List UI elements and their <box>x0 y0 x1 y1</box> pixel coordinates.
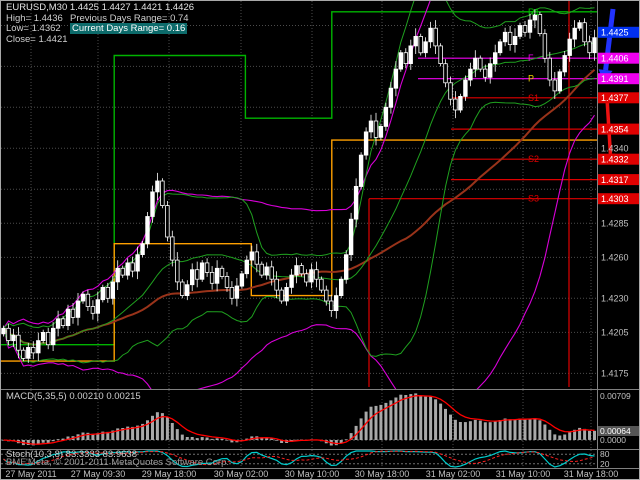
time-axis-label: 30 May 02:00 <box>213 469 269 479</box>
pivot-label-F: F <box>528 53 534 63</box>
prev-days-range-value: Previous Days Range= 0.74 <box>70 12 189 24</box>
support-resistance-lines <box>368 1 597 387</box>
envelope-bands-magenta <box>2 1 595 389</box>
macd-grid <box>30 390 592 449</box>
day-high-value: High= 1.4436 <box>6 12 63 24</box>
time-axis-label: 31 May 10:00 <box>495 469 551 479</box>
close-line: Close= 1.4421 <box>6 33 68 45</box>
price-scale-label: 1.4260 <box>601 253 629 263</box>
candlestick-series <box>1 9 597 363</box>
symbol-ohlc-line: EURUSD,M30 1.4425 1.4427 1.4421 1.4426 <box>6 2 195 13</box>
price-scale-label: 1.4406 <box>601 53 629 63</box>
macd-signal-line <box>3 395 595 445</box>
moving-average-brown <box>2 69 596 346</box>
time-axis[interactable]: 27 May 2011 27 May 09:30 29 May 18:00 30 Ma… <box>1 469 639 479</box>
stoch-scale-label: 20 <box>600 459 610 469</box>
macd-histogram <box>2 393 596 446</box>
pivot-label-S3: S3 <box>528 194 539 204</box>
price-scale-label: 1.4354 <box>601 124 629 134</box>
price-scale-label: 1.4340 <box>601 144 629 154</box>
pivot-level-labels: R1 F P S1 S2 S3 <box>528 7 540 204</box>
price-scale[interactable]: 1.44251.44061.43911.43771.43541.43401.43… <box>597 1 640 389</box>
price-scale-label: 1.4175 <box>601 369 629 379</box>
price-scale-label: 1.4332 <box>601 154 629 164</box>
price-scale-label: 1.4377 <box>601 93 629 103</box>
blue-down-arrow-annotation[interactable] <box>598 8 616 83</box>
stoch-d-line <box>3 450 595 466</box>
main-price-chart[interactable]: R1 F P S1 S2 S3 1.4425 1.4406 1.4391 1.4377 1.4354… <box>1 1 640 389</box>
platform-watermark: BMF'Meta, © 2001-2011 MetaQuotes Softwar… <box>6 457 230 468</box>
time-axis-label: 30 May 18:00 <box>354 469 410 479</box>
current-days-range-badge: Current Days Range= 0.16 <box>70 23 188 34</box>
time-axis-label: 29 May 18:00 <box>141 469 197 479</box>
time-axis-label: 31 May 02:00 <box>425 469 481 479</box>
stoch-indicator-label: Stoch(10,3,8) 83.3333 83.9638 <box>6 449 137 460</box>
low-range-line: Low= 1.4362 Current Days Range= 0.16 <box>6 23 194 35</box>
price-scale-label: 1.4230 <box>601 294 629 304</box>
ohlc-header: EURUSD,M30 1.4425 1.4427 1.4421 1.4426 H… <box>6 2 195 45</box>
high-range-line: High= 1.4436 Previous Days Range= 0.74 <box>6 12 194 25</box>
price-scale-label: 1.4303 <box>601 194 629 204</box>
price-scale-label: 1.4317 <box>601 175 629 185</box>
stoch-grid <box>30 450 592 469</box>
macd-current-value: 0.00064 <box>600 426 631 436</box>
macd-scale-zero: 0.0000 <box>600 435 626 445</box>
time-axis-label: 27 May 09:30 <box>70 469 126 479</box>
price-scale-label: 1.4285 <box>601 219 629 229</box>
day-low-value: Low= 1.4362 <box>6 23 61 34</box>
time-axis-label: 31 May 18:00 <box>563 469 619 479</box>
time-axis-label: 27 May 2011 <box>5 469 57 479</box>
stoch-scale-label: 80 <box>600 449 610 459</box>
pivot-label-P: P <box>528 74 534 84</box>
day-step-line-green <box>1 11 597 346</box>
time-axis-label: 30 May 10:00 <box>284 469 340 479</box>
pivot-label-S2: S2 <box>528 154 539 164</box>
pivot-label-R1: R1 <box>528 7 540 17</box>
stoch-k-line <box>3 450 595 468</box>
macd-indicator-label: MACD(5,35,5) 0.00210 0.00215 <box>6 391 141 402</box>
pivot-label-S1: S1 <box>528 93 539 103</box>
price-scale-label: 1.4425 <box>601 28 629 38</box>
price-scale-label: 1.4205 <box>601 328 629 338</box>
day-step-line-orange <box>1 139 597 362</box>
macd-scale-max: 0.00709 <box>600 391 631 401</box>
price-scale-label: 1.4391 <box>601 74 629 84</box>
